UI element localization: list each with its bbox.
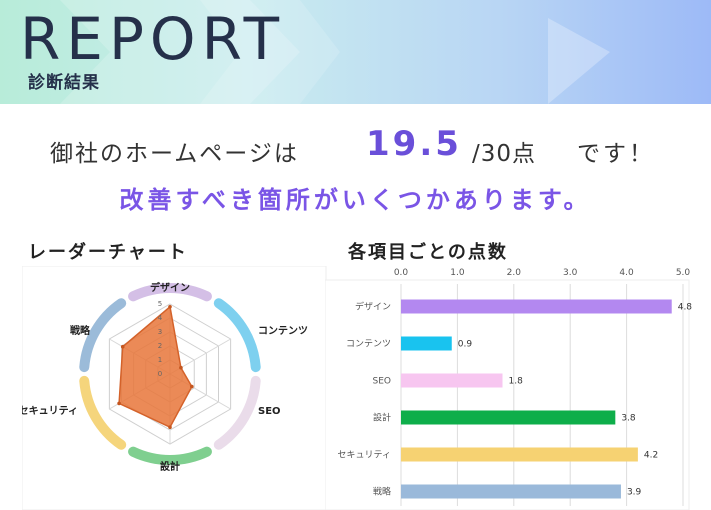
radar-data-point xyxy=(120,344,125,349)
score-value: 19.5 xyxy=(366,124,462,164)
bar-value-label: 4.8 xyxy=(678,303,693,313)
bar-value-label: 3.9 xyxy=(627,488,642,498)
radar-tick-label: 5 xyxy=(158,300,162,308)
radar-section-title: レーダーチャート xyxy=(28,242,188,263)
radar-category-label: セキュリティ xyxy=(22,405,78,417)
bar-category-label: デザイン xyxy=(355,301,391,313)
bar xyxy=(401,447,638,462)
radar-category-label: コンテンツ xyxy=(258,325,308,337)
radar-tick-label: 1 xyxy=(158,356,162,364)
radar-tick-label: 4 xyxy=(158,314,163,322)
bar-category-label: 設計 xyxy=(373,412,391,424)
radar-data-point xyxy=(190,384,194,389)
bar-category-label: 戦略 xyxy=(373,486,391,498)
radar-data-point xyxy=(179,365,183,370)
bar xyxy=(401,336,452,351)
bar-category-label: コンテンツ xyxy=(346,339,391,350)
radar-tick-label: 3 xyxy=(158,328,162,336)
score-line: 御社のホームページは 19.5 /30点 です！ xyxy=(0,122,711,172)
radar-tick-label: 2 xyxy=(158,342,162,350)
bar-x-tick-label: 0.0 xyxy=(394,268,409,278)
score-prefix: 御社のホームページは xyxy=(50,141,299,167)
radar-ring-segment xyxy=(128,283,212,302)
bar-value-label: 4.2 xyxy=(644,451,658,461)
bar-frame xyxy=(325,279,690,510)
header-decoration xyxy=(60,0,610,104)
bar xyxy=(401,373,503,388)
radar-ring-segment xyxy=(213,298,261,373)
bar-x-tick-label: 2.0 xyxy=(507,268,522,278)
radar-tick-label: 0 xyxy=(158,370,162,378)
radar-data-point xyxy=(168,305,172,309)
radar-ring-segment xyxy=(79,375,127,450)
bar-x-tick-label: 3.0 xyxy=(563,268,578,278)
radar-ring-segment xyxy=(213,375,261,450)
bar-value-label: 0.9 xyxy=(458,340,473,350)
report-subtitle: 診断結果 xyxy=(28,73,100,93)
bar-section-title: 各項目ごとの点数 xyxy=(348,242,508,263)
bar-value-label: 3.8 xyxy=(621,414,636,424)
report-title: REPORT xyxy=(20,5,286,73)
bar xyxy=(401,299,672,314)
bar-chart: 0.0 1.0 2.0 3.0 4.0 5.0 デザイン 4.8 コンテンツ 0.9 SEO 1.8 設… xyxy=(325,268,693,510)
score-denominator: /30点 xyxy=(472,141,537,167)
bar-x-tick-label: 5.0 xyxy=(676,268,691,278)
radar-category-label: 設計 xyxy=(160,460,180,473)
radar-category-label: 戦略 xyxy=(70,324,91,337)
radar-data-point xyxy=(168,425,172,429)
radar-ring-segment xyxy=(79,298,127,373)
bar-x-tick-label: 1.0 xyxy=(450,268,465,278)
bar xyxy=(401,410,616,425)
radar-ring-segment xyxy=(128,446,212,465)
bar-value-label: 1.8 xyxy=(509,377,524,387)
radar-category-label: SEO xyxy=(258,406,281,417)
bar xyxy=(401,484,621,499)
verdict-text: 改善すべき箇所がいくつかあります。 xyxy=(119,186,592,214)
bar-category-label: SEO xyxy=(373,377,391,387)
bar-x-tick-label: 4.0 xyxy=(619,268,634,278)
report-header: REPORT 診断結果 xyxy=(0,0,711,104)
score-suffix: です！ xyxy=(577,141,655,167)
radar-data-point xyxy=(117,401,121,406)
radar-category-label: デザイン xyxy=(150,281,190,294)
bar-category-label: セキュリティ xyxy=(338,450,391,461)
